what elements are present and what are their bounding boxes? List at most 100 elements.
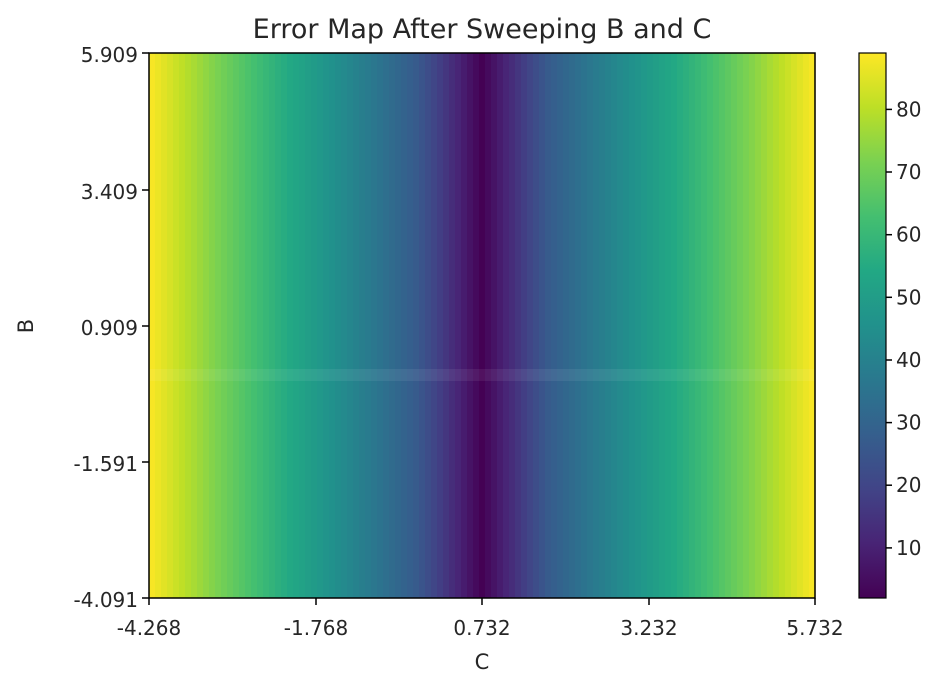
heatmap-cell: [281, 53, 288, 598]
heatmap-cell: [533, 53, 540, 598]
y-tick-label: -4.091: [74, 588, 138, 612]
heatmap-cell: [665, 53, 672, 598]
heatmap-cell: [779, 53, 786, 598]
heatmap-cell: [767, 53, 774, 598]
heatmap-cell: [653, 53, 660, 598]
heatmap-cell: [479, 53, 486, 598]
heatmap-cell: [323, 53, 330, 598]
heatmap-cell: [569, 53, 576, 598]
heatmap-cell: [467, 53, 474, 598]
x-axis-label: C: [475, 650, 490, 674]
heatmap-cell: [713, 53, 720, 598]
heatmap-cell: [383, 53, 390, 598]
heatmap-cell: [737, 53, 744, 598]
heatmap-cell: [353, 53, 360, 598]
heatmap-cell: [539, 53, 546, 598]
heatmap-cell: [239, 53, 246, 598]
heatmap-cell: [245, 53, 252, 598]
heatmap-cell: [161, 53, 168, 598]
heatmap-cell: [677, 53, 684, 598]
heatmap-cell: [293, 53, 300, 598]
heatmap-cell: [197, 53, 204, 598]
heatmap-cell: [347, 53, 354, 598]
heatmap-cell: [395, 53, 402, 598]
heatmap-cell: [581, 53, 588, 598]
heatmap-cell: [707, 53, 714, 598]
heatmap-cell: [431, 53, 438, 598]
heatmap-cell: [659, 53, 666, 598]
heatmap-cell: [185, 53, 192, 598]
heatmap-cell: [317, 53, 324, 598]
heatmap-cells: [149, 53, 816, 598]
heatmap-cell: [173, 53, 180, 598]
heatmap-cell: [155, 53, 162, 598]
heatmap-cell: [221, 53, 228, 598]
colorbar-ticks: 10 20 30 40 50 60 70 80: [886, 97, 921, 560]
heatmap-cell: [623, 53, 630, 598]
heatmap-cell: [329, 53, 336, 598]
colorbar-tick-label: 60: [896, 223, 921, 247]
heatmap-cell: [689, 53, 696, 598]
heatmap-cell: [287, 53, 294, 598]
heatmap-cell: [521, 53, 528, 598]
heatmap-cell: [209, 53, 216, 598]
heatmap-cell: [251, 53, 258, 598]
heatmap-cell: [575, 53, 582, 598]
heatmap-cell: [203, 53, 210, 598]
heatmap-cell: [419, 53, 426, 598]
heatmap-cell: [233, 53, 240, 598]
colorbar-tick-label: 50: [896, 285, 921, 309]
heatmap-cell: [515, 53, 522, 598]
heatmap-cell: [545, 53, 552, 598]
colorbar-tick-label: 20: [896, 473, 921, 497]
heatmap-cell: [629, 53, 636, 598]
heatmap-cell: [773, 53, 780, 598]
x-tick-label: -4.268: [117, 616, 181, 640]
heatmap-cell: [605, 53, 612, 598]
colorbar-tick-label: 40: [896, 348, 921, 372]
heatmap-cell: [509, 53, 516, 598]
heatmap-cell: [563, 53, 570, 598]
heatmap-cell: [617, 53, 624, 598]
heatmap-cell: [269, 53, 276, 598]
heatmap-cell: [311, 53, 318, 598]
heatmap-cell: [407, 53, 414, 598]
heatmap-cell: [425, 53, 432, 598]
heatmap-cell: [377, 53, 384, 598]
y-axis: -4.091 -1.591 0.909 3.409 5.909 B: [14, 43, 149, 612]
heatmap-band: [149, 369, 815, 381]
heatmap-cell: [401, 53, 408, 598]
colorbar-tick-label: 30: [896, 411, 921, 435]
y-tick-label: 5.909: [81, 43, 138, 67]
heatmap-cell: [797, 53, 804, 598]
heatmap-cell: [755, 53, 762, 598]
heatmap-cell: [743, 53, 750, 598]
colorbar-tick-label: 80: [896, 97, 921, 121]
heatmap-cell: [449, 53, 456, 598]
heatmap-cell: [647, 53, 654, 598]
heatmap-cell: [695, 53, 702, 598]
heatmap-cell: [473, 53, 480, 598]
heatmap-cell: [491, 53, 498, 598]
x-axis: -4.268 -1.768 0.732 3.232 5.732 C: [117, 598, 844, 674]
heatmap-cell: [719, 53, 726, 598]
heatmap-plot-area: [148, 52, 816, 599]
heatmap-cell: [227, 53, 234, 598]
heatmap-cell: [749, 53, 756, 598]
heatmap-cell: [611, 53, 618, 598]
heatmap-cell: [731, 53, 738, 598]
heatmap-cell: [557, 53, 564, 598]
y-axis-label: B: [14, 319, 38, 333]
heatmap-cell: [503, 53, 510, 598]
heatmap-cell: [389, 53, 396, 598]
heatmap-cell: [599, 53, 606, 598]
heatmap-cell: [593, 53, 600, 598]
heatmap-cell: [587, 53, 594, 598]
heatmap-cell: [437, 53, 444, 598]
heatmap-cell: [635, 53, 642, 598]
heatmap-cell: [149, 53, 156, 598]
heatmap-cell: [263, 53, 270, 598]
heatmap-cell: [413, 53, 420, 598]
x-tick-label: -1.768: [284, 616, 348, 640]
heatmap-cell: [683, 53, 690, 598]
